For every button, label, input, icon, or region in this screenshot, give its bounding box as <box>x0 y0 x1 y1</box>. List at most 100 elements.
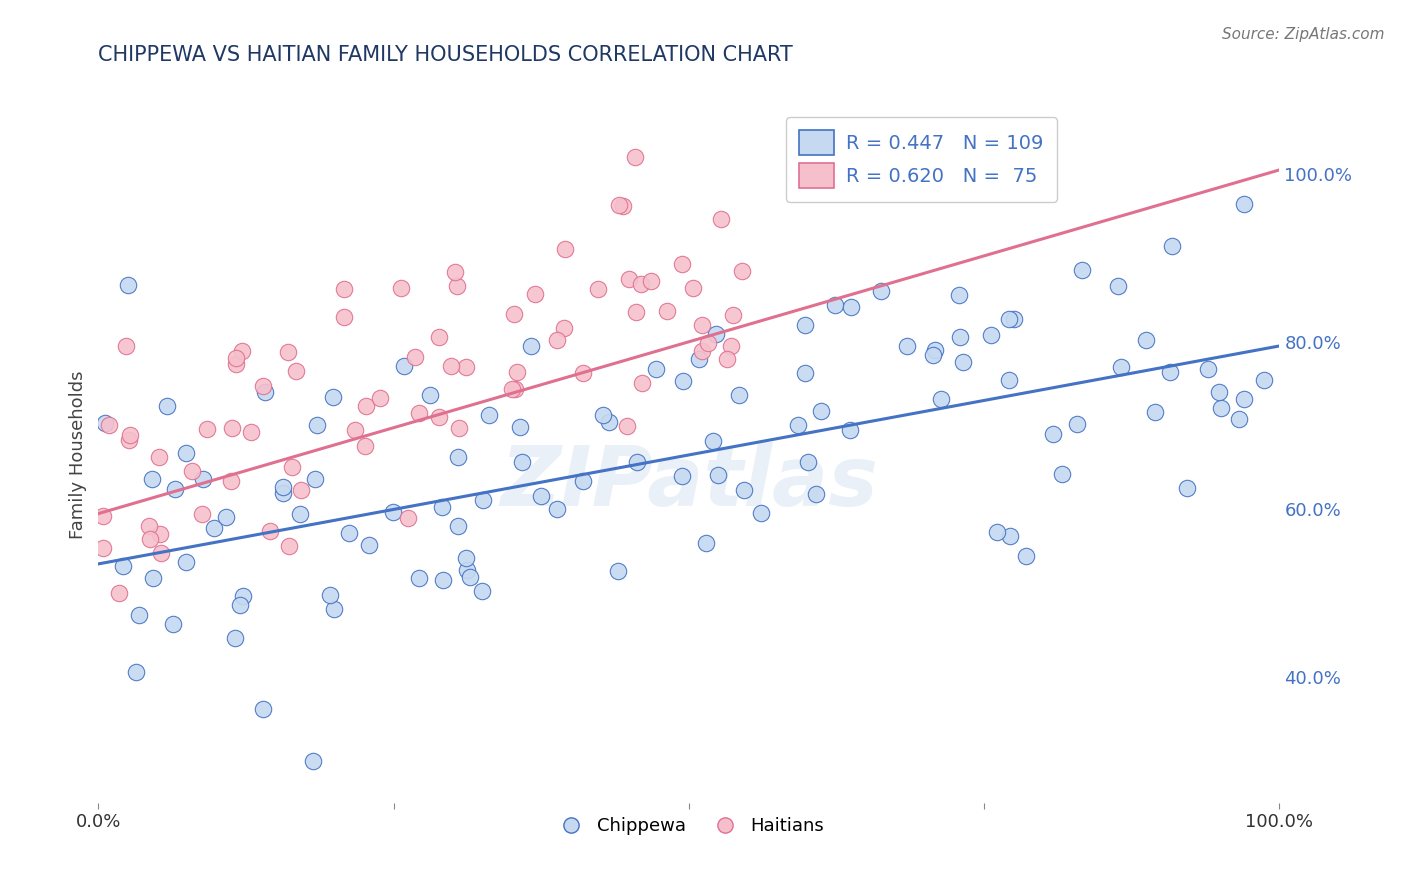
Point <box>427 330 450 344</box>
Point <box>707 467 730 482</box>
Point <box>682 281 704 295</box>
Point <box>191 507 214 521</box>
Y-axis label: Family Households: Family Households <box>69 371 87 539</box>
Point <box>368 391 391 405</box>
Point <box>305 417 328 432</box>
Point <box>721 308 744 322</box>
Point <box>588 281 610 295</box>
Point <box>162 616 184 631</box>
Point <box>219 474 242 488</box>
Point <box>225 351 247 365</box>
Point <box>408 571 430 585</box>
Point <box>929 392 952 406</box>
Point <box>1015 549 1038 563</box>
Point <box>572 474 595 488</box>
Point <box>695 535 717 549</box>
Text: CHIPPEWA VS HAITIAN FAMILY HOUSEHOLDS CORRELATION CHART: CHIPPEWA VS HAITIAN FAMILY HOUSEHOLDS CO… <box>98 45 793 64</box>
Point <box>697 335 720 350</box>
Point <box>630 277 652 292</box>
Point <box>231 343 253 358</box>
Point <box>546 333 568 347</box>
Point <box>120 428 142 442</box>
Point <box>191 472 214 486</box>
Point <box>671 257 693 271</box>
Point <box>645 362 668 376</box>
Point <box>148 450 170 464</box>
Point <box>623 150 645 164</box>
Point <box>804 487 827 501</box>
Point <box>1107 278 1129 293</box>
Point <box>1161 238 1184 252</box>
Point <box>1035 150 1057 164</box>
Point <box>980 327 1002 342</box>
Point <box>176 555 198 569</box>
Point <box>432 573 454 587</box>
Point <box>626 305 648 319</box>
Point <box>1042 426 1064 441</box>
Point <box>501 382 523 396</box>
Point <box>454 551 477 566</box>
Point <box>1197 362 1219 376</box>
Point <box>1208 385 1230 400</box>
Point <box>444 265 467 279</box>
Point <box>1070 263 1092 277</box>
Point <box>353 439 375 453</box>
Point <box>389 281 412 295</box>
Point <box>824 298 846 312</box>
Point <box>478 408 501 422</box>
Point <box>553 321 575 335</box>
Point <box>710 211 733 226</box>
Point <box>841 301 863 315</box>
Point <box>728 388 751 402</box>
Point <box>396 511 419 525</box>
Point <box>617 272 640 286</box>
Point <box>509 420 531 434</box>
Point <box>165 482 187 496</box>
Point <box>284 364 307 378</box>
Point <box>150 546 173 560</box>
Point <box>156 400 179 414</box>
Point <box>323 602 346 616</box>
Point <box>572 366 595 380</box>
Text: ZIPatlas: ZIPatlas <box>501 442 877 524</box>
Point <box>124 665 146 679</box>
Point <box>607 564 630 578</box>
Point <box>322 390 344 404</box>
Point <box>252 702 274 716</box>
Point <box>1002 311 1025 326</box>
Point <box>690 318 713 332</box>
Point <box>404 350 426 364</box>
Point <box>240 425 263 439</box>
Point <box>454 359 477 374</box>
Point <box>408 406 430 420</box>
Point <box>530 489 553 503</box>
Point <box>447 450 470 464</box>
Point <box>337 526 360 541</box>
Point <box>304 472 326 486</box>
Point <box>546 502 568 516</box>
Point <box>612 199 634 213</box>
Point <box>731 264 754 278</box>
Point <box>1232 197 1254 211</box>
Point <box>138 518 160 533</box>
Point <box>202 521 225 535</box>
Point <box>419 388 441 402</box>
Point <box>733 483 755 497</box>
Point <box>471 584 494 599</box>
Point <box>870 284 893 298</box>
Point <box>271 480 294 494</box>
Point <box>688 351 710 366</box>
Point <box>787 418 810 433</box>
Point <box>922 348 945 362</box>
Point <box>215 509 238 524</box>
Point <box>952 354 974 368</box>
Point <box>524 287 547 301</box>
Point <box>344 423 367 437</box>
Point <box>506 365 529 379</box>
Point <box>427 410 450 425</box>
Point <box>503 382 526 396</box>
Point <box>221 420 243 434</box>
Point <box>290 483 312 498</box>
Point <box>1175 481 1198 495</box>
Point <box>354 399 377 413</box>
